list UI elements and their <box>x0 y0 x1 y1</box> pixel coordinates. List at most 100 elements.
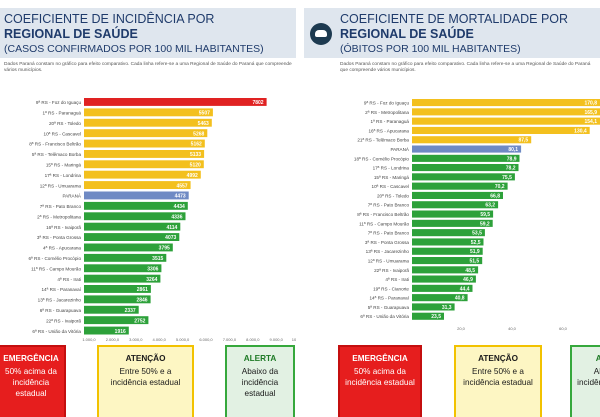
bar <box>412 173 515 181</box>
mortality-header: COEFICIENTE DE MORTALIDADE POR REGIONAL … <box>304 8 600 58</box>
bar <box>412 99 600 107</box>
bar <box>84 108 213 117</box>
category-label: 4ª RS - Apucarana <box>43 246 81 251</box>
category-label: 15ª RS - Maringá <box>46 163 82 168</box>
incidence-panel: COEFICIENTE DE INCIDÊNCIA POR REGIONAL D… <box>0 0 296 417</box>
data-label: 5268 <box>193 131 204 137</box>
category-label: 7ª RS - Pato Branco <box>40 204 82 209</box>
mortality-panel: COEFICIENTE DE MORTALIDADE POR REGIONAL … <box>304 0 600 417</box>
bar <box>412 201 499 209</box>
bar <box>412 284 473 292</box>
data-label: 130,4 <box>574 128 587 134</box>
data-label: 5507 <box>199 111 210 117</box>
legend-alerta-left: ALERTA Abaixo da incidência estadual <box>225 345 295 417</box>
bar <box>412 126 590 134</box>
data-label: 87,5 <box>518 138 528 144</box>
category-label: 11ª RS - Campo Mourão <box>359 221 409 226</box>
category-label: 22ª RS - Ivaiporã <box>46 318 81 323</box>
data-label: 5133 <box>190 152 201 158</box>
data-label: 5463 <box>198 121 209 127</box>
bar <box>412 247 483 255</box>
legend-alerta-desc: Abaixo da incidência estadual <box>241 367 279 398</box>
x-tick-label: 3.000,0 <box>129 337 143 342</box>
mortality-note: Dados Paraná constam no gráfico para efe… <box>340 62 591 73</box>
data-label: 170,8 <box>584 101 597 107</box>
data-label: 66,8 <box>490 193 500 199</box>
category-label: PARANÁ <box>390 146 409 152</box>
bar <box>412 182 508 190</box>
bar <box>412 275 476 283</box>
legend-atencao-title: ATENÇÃO <box>125 354 166 363</box>
bar <box>412 191 503 199</box>
data-label: 4073 <box>165 235 176 241</box>
category-label: 8ª RS - Francisco Beltrão <box>357 212 409 217</box>
category-label: 6ª RS - União da Vitória <box>32 329 81 334</box>
incidence-title-line2: REGIONAL DE SAÚDE <box>4 27 138 41</box>
data-label: 53,5 <box>472 231 482 237</box>
incidence-bar-chart: 9ª RS - Foz do Iguaçu 7802 1ª RS - Paranag… <box>28 98 296 342</box>
category-label: 10ª RS - Cascavel <box>372 184 409 189</box>
x-tick-label: 20,0 <box>457 326 466 331</box>
category-label: 20ª RS - Toledo <box>49 121 81 126</box>
category-label: 6ª RS - Guarapuava <box>40 308 82 313</box>
data-label: 2846 <box>136 298 147 304</box>
category-label: 17ª RS - Londrina <box>373 166 410 171</box>
legend-emergencia-title: EMERGÊNCIA <box>352 354 408 363</box>
bar <box>84 212 186 221</box>
category-label: 12ª RS - Umuarama <box>40 183 82 188</box>
category-label: 14ª RS - Paranavaí <box>370 296 410 301</box>
x-tick-label: 8.000,0 <box>246 337 260 342</box>
data-label: 165,9 <box>584 110 597 116</box>
bar <box>84 222 181 231</box>
bar <box>84 285 151 293</box>
category-label: 22ª RS - Ivaiporã <box>374 268 409 273</box>
data-label: 2337 <box>125 308 136 314</box>
category-label: 15ª RS - Maringá <box>374 175 410 180</box>
bar <box>84 316 149 325</box>
bar <box>412 219 493 227</box>
data-label: 51,5 <box>469 259 479 265</box>
category-label: 17ª RS - Londrina <box>45 173 82 178</box>
bar <box>412 108 600 116</box>
data-label: 4434 <box>174 204 185 210</box>
data-label: 63,2 <box>485 203 495 209</box>
category-label: 9ª RS - Foz do Iguaçu <box>364 101 410 106</box>
data-label: 3264 <box>146 277 157 283</box>
data-label: 52,5 <box>471 240 481 246</box>
bar <box>84 191 189 200</box>
category-label: 8ª RS - Francisco Beltrão <box>29 142 81 147</box>
bar <box>412 312 444 320</box>
category-label: 2ª RS - Metropolitana <box>365 110 409 115</box>
bar <box>84 264 162 273</box>
legend-alerta-title: ALERTA <box>595 354 600 363</box>
category-label: 5ª RS - Telêmaco Borba <box>32 152 82 157</box>
legend-atencao-left: ATENÇÃO Entre 50% e a incidência estadua… <box>97 345 194 417</box>
category-label: 4ª RS - Irati <box>385 277 409 282</box>
data-label: 48,5 <box>465 268 475 274</box>
bar <box>84 253 167 262</box>
bar <box>412 257 483 265</box>
category-label: PARANÁ <box>62 193 81 199</box>
data-label: 78,2 <box>506 166 516 172</box>
bar <box>84 201 188 210</box>
legend-alerta-title: ALERTA <box>243 354 277 363</box>
legend-alerta-desc: Abaixo da incidência estadual <box>577 367 600 387</box>
bar <box>84 170 201 179</box>
category-label: 12ª RS - Umuarama <box>368 259 410 264</box>
x-tick-label: 7.000,0 <box>223 337 237 342</box>
data-label: 4336 <box>171 215 182 221</box>
category-label: 6ª RS - Cornélio Procópio <box>28 256 81 261</box>
data-label: 4473 <box>175 194 186 200</box>
category-label: 1ª RS - Paranaguá <box>371 119 410 124</box>
category-label: 13ª RS - Jacarezinho <box>366 249 410 254</box>
bar <box>84 139 205 148</box>
category-label: 1ª RS - Paranaguá <box>43 111 82 116</box>
data-label: 46,9 <box>463 277 473 283</box>
x-tick-label: 10.000,0 <box>292 337 296 342</box>
data-label: 51,9 <box>470 249 480 255</box>
legend-atencao-desc: Entre 50% e a incidência estadual <box>110 367 181 387</box>
data-label: 1916 <box>115 329 126 335</box>
data-label: 3515 <box>152 256 163 262</box>
legend-emergencia-desc: 50% acima da incidência estadual <box>5 367 57 398</box>
legend-alerta-right: ALERTA Abaixo da incidência estadual <box>570 345 600 417</box>
